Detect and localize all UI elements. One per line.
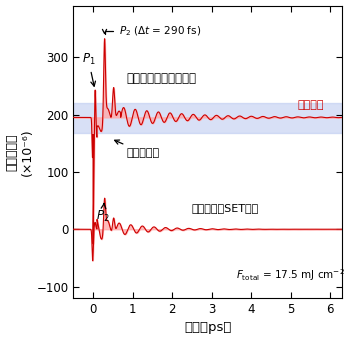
- Text: 励起状態: 励起状態: [298, 100, 324, 110]
- Text: $F_{\mathrm{total}}$ = 17.5 mJ cm$^{-2}$: $F_{\mathrm{total}}$ = 17.5 mJ cm$^{-2}$: [236, 267, 345, 283]
- Text: コヒーレントフォノン: コヒーレントフォノン: [127, 72, 197, 85]
- Text: $P_2$ ($\Delta t$ = 290 fs): $P_2$ ($\Delta t$ = 290 fs): [103, 24, 201, 38]
- Text: $P_2$: $P_2$: [96, 203, 109, 224]
- Text: $P_1$: $P_1$: [82, 52, 96, 86]
- Text: 振幅の増強: 振幅の増強: [115, 140, 160, 158]
- Y-axis label: 反射率変化
(×10⁻⁶): 反射率変化 (×10⁻⁶): [6, 128, 34, 175]
- Text: 初期状態（SET相）: 初期状態（SET相）: [192, 203, 259, 213]
- X-axis label: 時間（ps）: 時間（ps）: [184, 321, 231, 335]
